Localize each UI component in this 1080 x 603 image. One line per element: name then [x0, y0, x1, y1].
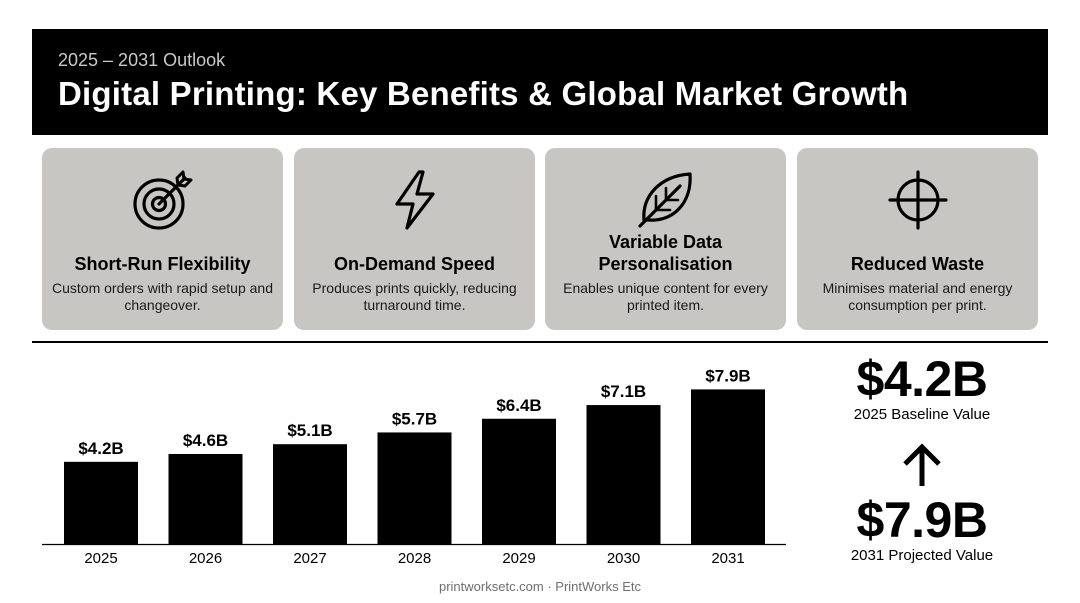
baseline-value: $4.2B	[856, 351, 988, 407]
market-growth-bar-chart: $4.2B 2025 $4.6B 2026 $5.1B 2027 $5.7B 2028 $6.4…	[42, 366, 786, 567]
x-tick-label: 2028	[398, 550, 431, 567]
lightning-bolt-icon	[394, 170, 435, 230]
bar-2029	[482, 418, 556, 544]
leaf-icon	[637, 172, 692, 228]
bar-2026	[168, 453, 243, 544]
benefit-card-variable-data: Variable Data Personalisation Enables un…	[545, 148, 786, 330]
benefit-card-short-run: Short-Run Flexibility Custom orders with…	[42, 148, 283, 330]
benefit-title: On-Demand Speed	[333, 254, 496, 274]
benefit-description: Custom orders with rapid setup and chang…	[52, 280, 273, 313]
bar-value-label: $7.1B	[601, 382, 646, 401]
benefit-description: Enables unique content for every printed…	[563, 280, 768, 313]
bar-value-label: $4.2B	[78, 439, 123, 458]
bar-value-label: $6.4B	[496, 396, 541, 415]
x-tick-label: 2029	[502, 550, 535, 567]
bar-2030	[586, 405, 661, 544]
benefit-description: Minimises material and energy consumptio…	[822, 280, 1013, 313]
kpi-baseline: $4.2B 2025 Baseline Value	[822, 352, 1022, 424]
x-tick-label: 2031	[711, 550, 744, 567]
x-tick-label: 2025	[84, 550, 117, 567]
bar-value-label: $7.9B	[705, 366, 750, 385]
benefit-description: Produces prints quickly, reducing turnar…	[312, 280, 517, 313]
benefit-cards: Short-Run Flexibility Custom orders with…	[42, 148, 1038, 330]
footer-credit: printworksetc.com · PrintWorks Etc	[438, 579, 642, 594]
bar-value-label: $5.1B	[287, 421, 332, 440]
benefit-card-on-demand: On-Demand Speed Produces prints quickly,…	[294, 148, 535, 330]
benefit-card-reduced-waste: Reduced Waste Minimises material and ene…	[797, 148, 1038, 330]
bar-2031	[691, 389, 765, 544]
benefit-title: Variable Data Personalisation	[598, 232, 733, 274]
bar-2027	[273, 444, 347, 544]
kpi-projected: $7.9B 2031 Projected Value	[822, 493, 1022, 565]
x-tick-label: 2026	[189, 550, 222, 567]
projected-label: 2031 Projected Value	[850, 547, 994, 564]
bar-2028	[377, 432, 452, 544]
header-banner: 2025 – 2031 Outlook Digital Printing: Ke…	[32, 29, 1048, 135]
bar-value-label: $4.6B	[183, 431, 228, 450]
x-tick-label: 2027	[293, 550, 326, 567]
projected-value: $7.9B	[856, 492, 988, 548]
baseline-label: 2025 Baseline Value	[853, 406, 991, 423]
header-subtitle: 2025 – 2031 Outlook	[58, 50, 226, 70]
arrow-up-icon	[903, 443, 941, 486]
x-tick-label: 2030	[607, 550, 640, 567]
benefit-title: Short-Run Flexibility	[74, 254, 251, 274]
page-title: Digital Printing: Key Benefits & Global …	[58, 75, 909, 112]
section-divider	[32, 341, 1048, 343]
target-icon	[132, 170, 192, 230]
crosshair-icon	[887, 170, 948, 230]
bar-2025	[64, 461, 138, 544]
benefit-title: Reduced Waste	[850, 254, 985, 274]
bar-value-label: $5.7B	[392, 409, 437, 428]
